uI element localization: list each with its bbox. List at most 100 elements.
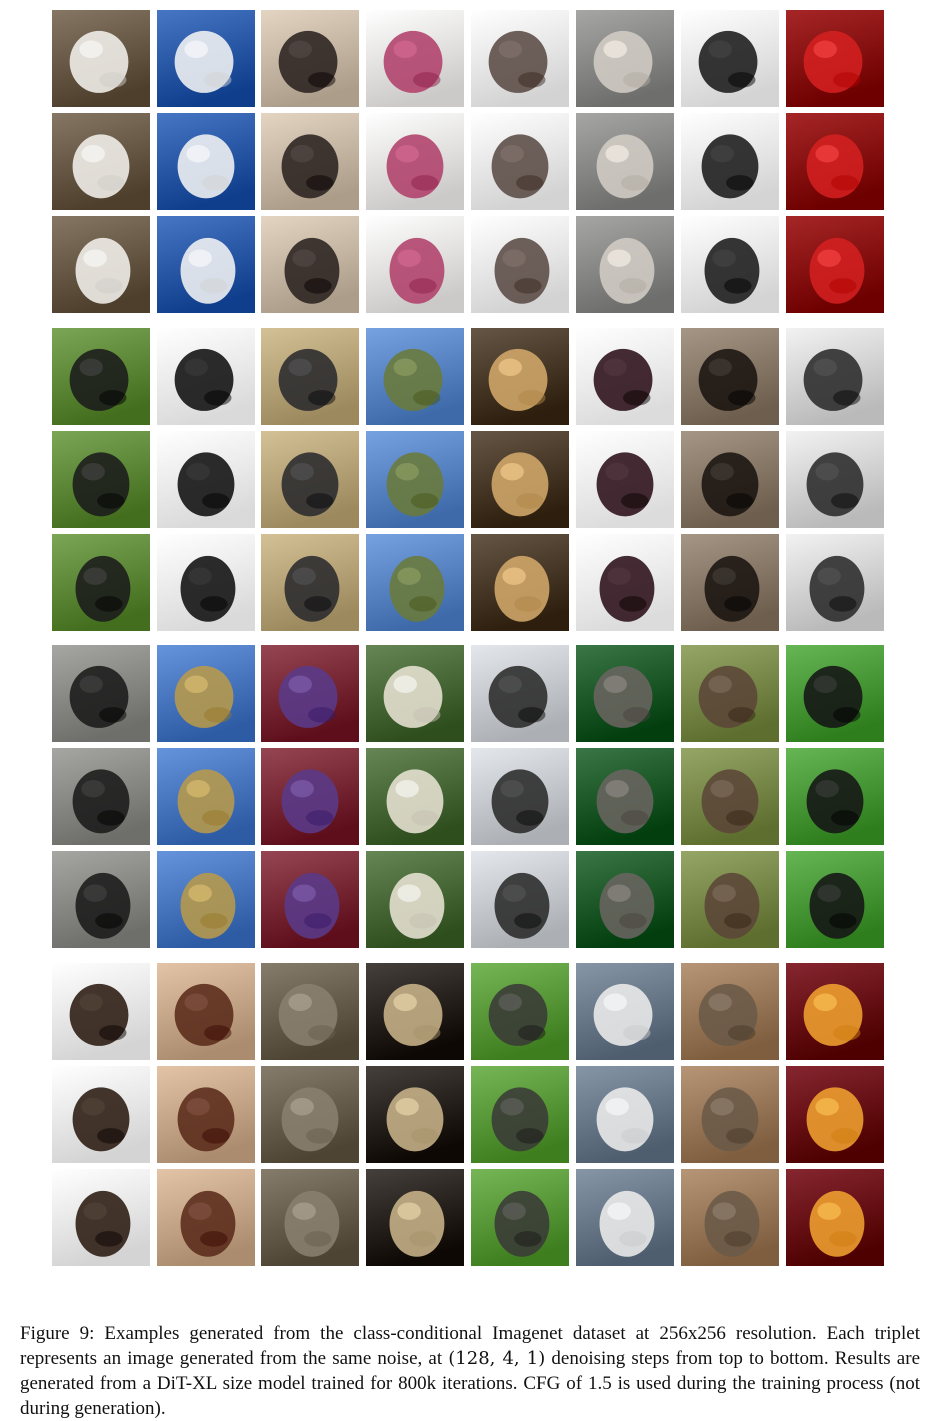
- beetle-sample-step-3: [52, 1169, 150, 1266]
- turtle-shell-sample-step-1: [471, 10, 569, 107]
- doberman-icon: [786, 645, 884, 742]
- tabby-cat-sample-step-1: [261, 963, 359, 1060]
- black-sweater-icon: [261, 431, 359, 528]
- washing-machine-sample-step-3: [471, 851, 569, 948]
- figure-caption: Figure 9: Examples generated from the cl…: [20, 1321, 920, 1421]
- dark-dress-sample-step-1: [576, 328, 674, 425]
- fruit-pile-icon: [786, 1169, 884, 1266]
- beetle-sample-step-1: [52, 963, 150, 1060]
- washing-machine-icon: [471, 645, 569, 742]
- caption-label: Figure 9:: [20, 1323, 95, 1344]
- gorilla-sample-step-2: [52, 431, 150, 528]
- warthog-sample-step-2: [471, 1066, 569, 1163]
- black-coats-icon: [157, 534, 255, 631]
- crane-tower-icon: [157, 748, 255, 845]
- black-coats-sample-step-3: [157, 534, 255, 631]
- rv-camper-icon: [576, 1169, 674, 1266]
- upright-piano-sample-step-1: [157, 963, 255, 1060]
- gorilla-icon: [52, 534, 150, 631]
- gorilla-icon: [52, 328, 150, 425]
- dog-face-icon: [681, 328, 779, 425]
- person-seated-icon: [261, 216, 359, 313]
- tripod-stand-icon: [681, 113, 779, 210]
- manhole-cover-sample-step-2: [576, 113, 674, 210]
- beetle-icon: [52, 1169, 150, 1266]
- quail-bird-sample-step-2: [681, 748, 779, 845]
- crane-tower-sample-step-1: [157, 645, 255, 742]
- upright-piano-sample-step-3: [157, 1169, 255, 1266]
- tabby-cat-icon: [261, 963, 359, 1060]
- glass-pitcher-icon: [157, 216, 255, 313]
- turtle-shell-icon: [471, 113, 569, 210]
- mountain-dog-icon: [52, 748, 150, 845]
- person-seated-sample-step-2: [261, 113, 359, 210]
- turtle-shell-sample-step-3: [471, 216, 569, 313]
- dog-face-icon: [681, 534, 779, 631]
- person-seated-sample-step-3: [261, 216, 359, 313]
- turtle-shell-icon: [471, 216, 569, 313]
- black-sweater-sample-step-1: [261, 328, 359, 425]
- black-sweater-icon: [261, 328, 359, 425]
- bench-seats-icon: [786, 534, 884, 631]
- image-grid: [52, 10, 884, 1266]
- freight-car-icon: [261, 748, 359, 845]
- dog-face-icon: [681, 431, 779, 528]
- beetle-sample-step-2: [52, 1066, 150, 1163]
- tomatoes-icon: [786, 10, 884, 107]
- white-container-icon: [52, 10, 150, 107]
- turtle-shell-sample-step-2: [471, 113, 569, 210]
- black-coats-icon: [157, 431, 255, 528]
- tomatoes-icon: [786, 113, 884, 210]
- upright-piano-icon: [157, 1169, 255, 1266]
- crane-tower-icon: [157, 851, 255, 948]
- fruit-pile-sample-step-2: [786, 1066, 884, 1163]
- bench-seats-sample-step-1: [786, 328, 884, 425]
- beetle-icon: [52, 1066, 150, 1163]
- washing-machine-sample-step-1: [471, 645, 569, 742]
- fruit-pile-sample-step-3: [786, 1169, 884, 1266]
- bench-seats-icon: [786, 328, 884, 425]
- store-shelves-icon: [366, 113, 464, 210]
- shaggy-dog-sample-step-3: [366, 851, 464, 948]
- gorilla-sample-step-1: [52, 328, 150, 425]
- upright-piano-icon: [157, 963, 255, 1060]
- rv-camper-icon: [576, 963, 674, 1060]
- teddy-bear-icon: [471, 431, 569, 528]
- coiled-snake-sample-step-3: [366, 1169, 464, 1266]
- quail-bird-sample-step-3: [681, 851, 779, 948]
- teddy-bear-sample-step-3: [471, 534, 569, 631]
- baboons-sample-step-2: [681, 1066, 779, 1163]
- glass-pitcher-sample-step-1: [157, 10, 255, 107]
- fruit-pile-icon: [786, 963, 884, 1060]
- baboons-icon: [681, 1066, 779, 1163]
- rv-camper-sample-step-1: [576, 963, 674, 1060]
- freight-car-icon: [261, 645, 359, 742]
- white-container-sample-step-1: [52, 10, 150, 107]
- glass-pitcher-sample-step-3: [157, 216, 255, 313]
- baboons-icon: [681, 963, 779, 1060]
- freight-car-sample-step-3: [261, 851, 359, 948]
- gorilla-icon: [52, 431, 150, 528]
- mountain-dog-sample-step-3: [52, 851, 150, 948]
- baboons-icon: [681, 1169, 779, 1266]
- mountain-valley-icon: [366, 534, 464, 631]
- mountain-dog-sample-step-1: [52, 645, 150, 742]
- tabby-cat-icon: [261, 1066, 359, 1163]
- dark-dress-sample-step-2: [576, 431, 674, 528]
- upright-piano-sample-step-2: [157, 1066, 255, 1163]
- dark-dress-sample-step-3: [576, 534, 674, 631]
- quail-bird-icon: [681, 851, 779, 948]
- tabby-cat-icon: [261, 1169, 359, 1266]
- person-seated-icon: [261, 113, 359, 210]
- crane-tower-icon: [157, 645, 255, 742]
- white-container-sample-step-3: [52, 216, 150, 313]
- glass-pitcher-icon: [157, 10, 255, 107]
- dog-face-sample-step-1: [681, 328, 779, 425]
- mountain-valley-icon: [366, 328, 464, 425]
- doberman-sample-step-3: [786, 851, 884, 948]
- mountain-dog-sample-step-2: [52, 748, 150, 845]
- beetle-icon: [52, 963, 150, 1060]
- mountain-valley-icon: [366, 431, 464, 528]
- manhole-cover-icon: [576, 113, 674, 210]
- store-shelves-sample-step-1: [366, 10, 464, 107]
